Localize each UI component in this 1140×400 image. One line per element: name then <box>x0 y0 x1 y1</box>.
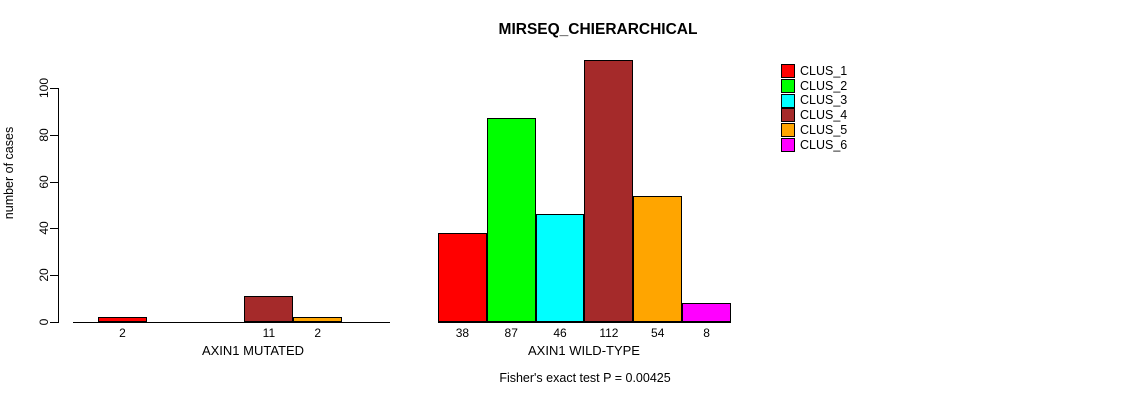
legend-color-swatch <box>781 108 795 123</box>
y-tick <box>50 181 58 183</box>
bar-value-label: 112 <box>599 326 619 340</box>
bar-value-label: 8 <box>703 326 710 340</box>
bar-clus_1 <box>438 233 487 322</box>
legend-item: CLUS_1 <box>781 64 847 79</box>
legend-color-swatch <box>781 64 795 79</box>
y-tick <box>50 88 58 89</box>
bar-value-label: 2 <box>119 326 126 340</box>
bar-value-label: 11 <box>262 326 276 340</box>
bar-value-label: 38 <box>455 326 470 340</box>
legend-item: CLUS_3 <box>781 93 847 108</box>
bar-clus_5 <box>293 317 343 322</box>
bar-value-label: 87 <box>504 326 518 340</box>
legend-item: CLUS_6 <box>781 137 847 152</box>
bar-clus_6 <box>682 303 731 322</box>
fisher-test-annotation: Fisher's exact test P = 0.00425 <box>499 371 671 385</box>
legend-item: CLUS_2 <box>781 79 847 94</box>
y-tick-label: 20 <box>37 268 51 282</box>
x-axis-baseline <box>73 322 390 323</box>
legend-color-swatch <box>781 123 795 138</box>
y-tick-label: 80 <box>37 128 51 142</box>
legend-color-swatch <box>781 79 795 94</box>
x-axis-baseline <box>438 322 731 323</box>
y-tick-label: 40 <box>37 221 51 236</box>
bar-clus_4 <box>244 296 294 322</box>
y-tick-label: 100 <box>37 77 51 99</box>
legend-color-swatch <box>781 93 795 108</box>
bar-value-label: 46 <box>553 326 567 340</box>
legend-label: CLUS_5 <box>800 122 848 137</box>
y-tick <box>50 134 58 136</box>
legend-label: CLUS_2 <box>800 78 848 93</box>
bar-value-label: 54 <box>651 326 665 340</box>
legend-item: CLUS_5 <box>781 123 847 138</box>
legend: CLUS_1 CLUS_2 CLUS_3 CLUS_4 CLUS_5 CLUS_6 <box>781 64 847 152</box>
y-axis-line <box>58 88 59 323</box>
y-tick <box>50 228 58 230</box>
bar-clus_3 <box>535 214 585 322</box>
x-axis-group-label: AXIN1 WILD-TYPE <box>528 343 640 358</box>
y-tick <box>50 275 58 277</box>
bar-clus_4 <box>584 59 634 322</box>
bar-value-label: 2 <box>314 326 322 340</box>
bar-clus_2 <box>486 118 536 322</box>
x-axis-group-label: AXIN1 MUTATED <box>201 343 305 358</box>
legend-color-swatch <box>781 137 795 152</box>
legend-label: CLUS_1 <box>800 64 848 79</box>
bar-clus_1 <box>98 317 147 322</box>
legend-label: CLUS_6 <box>800 137 848 152</box>
y-tick-label: 60 <box>37 174 51 189</box>
bar-clus_5 <box>633 195 683 322</box>
legend-label: CLUS_3 <box>800 93 848 108</box>
legend-label: CLUS_4 <box>800 108 848 123</box>
y-tick-label: 0 <box>37 318 51 326</box>
y-tick <box>50 322 58 323</box>
chart-title: MIRSEQ_CHIERARCHICAL <box>498 21 698 38</box>
legend-item: CLUS_4 <box>781 108 847 123</box>
